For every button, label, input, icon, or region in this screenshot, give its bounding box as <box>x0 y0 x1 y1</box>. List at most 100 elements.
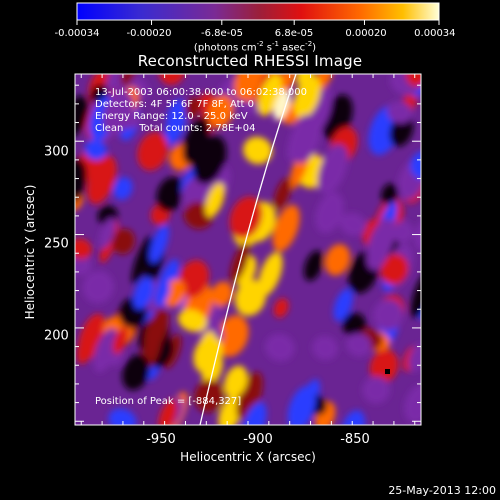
x-axis-label: Heliocentric X (arcsec) <box>180 450 316 464</box>
rhessi-image <box>75 74 421 425</box>
image-blob <box>178 309 207 333</box>
image-blob <box>258 252 283 297</box>
image-hot-spot <box>205 182 225 218</box>
image-blob <box>380 254 409 285</box>
image-blob <box>369 349 399 384</box>
image-blob <box>108 408 137 425</box>
colorbar-ticks <box>76 20 440 25</box>
image-blob <box>339 212 367 237</box>
image-blob <box>312 335 338 361</box>
y-tick-label: 200 <box>44 328 69 344</box>
colorbar-units: (photons cm-2 s-1 asec-2) <box>193 40 317 54</box>
image-blob <box>115 107 141 129</box>
image-blob <box>178 260 210 298</box>
image-blob <box>82 270 114 304</box>
image-blob <box>158 399 178 425</box>
image-blob <box>75 158 87 209</box>
image-blob <box>293 75 321 119</box>
image-blob <box>149 224 169 263</box>
image-blob <box>277 74 295 94</box>
solar-limb-line <box>199 74 297 425</box>
image-hot-spot <box>194 331 216 369</box>
image-blob <box>144 307 169 353</box>
colorbar-tick-label: 0.00020 <box>345 28 387 39</box>
colorbar <box>77 3 439 20</box>
image-blob <box>113 177 133 200</box>
image-blob <box>122 354 150 391</box>
detectors-text: Detectors: 4F 5F 6F 7F 8F, Att 0 <box>95 99 255 110</box>
image-blob <box>303 250 324 281</box>
x-tick-label: -950 <box>146 432 176 447</box>
image-blob <box>381 183 399 205</box>
colorbar-frame <box>76 2 440 21</box>
image-blob <box>75 238 92 260</box>
image-blob <box>410 270 421 318</box>
image-blob <box>405 74 421 87</box>
image-blob <box>194 379 224 413</box>
image-blob <box>93 328 118 373</box>
image-blob <box>333 288 353 322</box>
image-blob <box>317 144 345 193</box>
image-blob <box>387 101 413 124</box>
image-blob <box>243 136 273 165</box>
image-blob <box>211 281 233 307</box>
y-tick-label: 300 <box>44 144 69 160</box>
image-blob <box>392 220 414 244</box>
y-axis-label: Heliocentric Y (arcsec) <box>23 184 37 320</box>
image-blob <box>158 74 186 85</box>
image-blob <box>120 74 138 86</box>
time-range-text: 13-Jul-2003 06:00:38.000 to 06:02:38.000 <box>95 87 307 98</box>
image-blob <box>112 228 135 255</box>
image-blob <box>218 396 242 425</box>
image-blob <box>367 218 395 266</box>
image-blob <box>273 298 289 318</box>
image-blob <box>229 196 263 239</box>
image-blob <box>315 192 344 234</box>
image-blob <box>234 279 266 316</box>
image-blob <box>305 87 333 136</box>
image-blob <box>106 74 124 93</box>
image-blob <box>345 333 372 357</box>
image-blob <box>84 139 107 161</box>
colorbar-tick-label: 0.00034 <box>414 28 456 39</box>
image-blob <box>154 280 170 306</box>
image-blob <box>184 96 201 119</box>
image-blob <box>324 244 351 276</box>
image-blob <box>76 328 97 364</box>
image-blob <box>137 132 169 171</box>
image-blob <box>410 150 421 180</box>
x-tick-label: -900 <box>243 432 273 447</box>
image-blob <box>341 410 366 425</box>
clean-counts-text: Clean Total counts: 2.78E+04 <box>95 123 256 134</box>
image-blob <box>156 176 185 212</box>
colorbar-tick-label: 6.8e-05 <box>274 28 314 39</box>
x-tick-label: -850 <box>340 432 370 447</box>
y-tick-label: 250 <box>44 236 69 252</box>
image-blob <box>236 372 263 421</box>
image-blob <box>273 177 292 211</box>
image-blob <box>98 217 116 249</box>
image-blob <box>240 402 267 425</box>
image-blob <box>272 204 300 252</box>
footer-datestamp: 25-May-2013 12:00 <box>388 484 496 497</box>
image-blob <box>223 365 248 398</box>
colorbar-tick-label: -0.00020 <box>126 28 172 39</box>
image-blob <box>408 343 421 372</box>
plot-title: Reconstructed RHESSI Image <box>137 52 363 70</box>
image-blob <box>233 74 263 101</box>
image-blob <box>316 74 334 90</box>
image-blob <box>207 94 234 128</box>
image-blob <box>133 277 154 310</box>
image-blob <box>372 299 404 331</box>
image-blob <box>265 333 295 362</box>
image-blob <box>413 217 421 252</box>
image-blob <box>404 384 421 424</box>
image-blob <box>287 114 311 162</box>
image-blob <box>164 106 186 146</box>
image-blob <box>112 327 128 355</box>
image-blob <box>182 117 210 164</box>
axis-ticks <box>75 74 421 425</box>
image-blob <box>287 385 316 425</box>
peak-position-text: Position of Peak = [-884,327] <box>95 396 242 407</box>
